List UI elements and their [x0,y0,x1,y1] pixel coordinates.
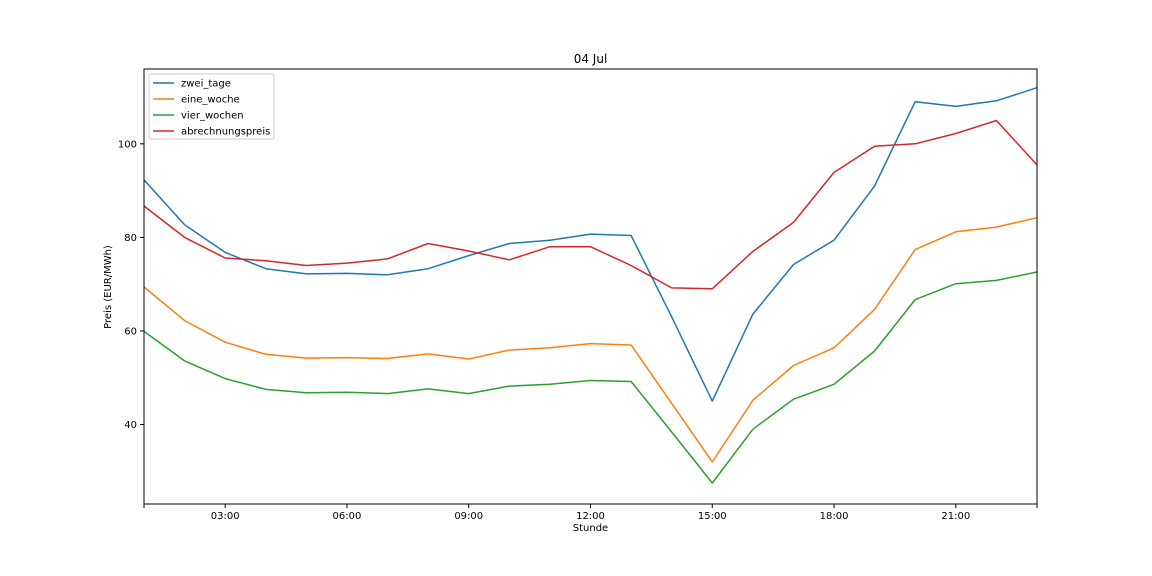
x-tick-label: 03:00 [211,511,240,522]
x-tick-label: 21:00 [941,511,970,522]
y-tick-label: 60 [124,326,137,337]
x-tick-label: 12:00 [576,511,605,522]
legend-label-zwei_tage: zwei_tage [181,79,231,90]
x-tick-label: 15:00 [698,511,727,522]
y-axis-label: Preis (EUR/MWh) [103,245,114,329]
x-tick-label: 09:00 [454,511,483,522]
y-tick-label: 40 [124,420,137,431]
legend-label-abrechnungspreis: abrechnungspreis [181,127,270,138]
y-axis: 40 60 80 100 [118,139,144,431]
y-tick-label: 80 [124,233,137,244]
legend-box [148,73,275,140]
x-tick-label: 18:00 [820,511,849,522]
x-tick-label: 06:00 [333,511,362,522]
legend-label-eine_woche: eine_woche [181,95,240,106]
x-axis-label: Stunde [573,523,608,534]
series-line-zwei_tage [143,86,1038,402]
series-line-eine_woche [143,216,1038,463]
chart-title: 04 Jul [574,52,608,66]
series-line-abrechnungspreis [143,119,1038,290]
plot-frame [143,68,1038,505]
series-line-vier_wochen [143,271,1038,484]
y-tick-label: 100 [118,139,137,150]
legend-label-vier_wochen: vier_wochen [181,111,244,122]
legend: zwei_tage eine_woche vier_wochen abrechnung… [148,73,275,140]
plot-area [143,86,1038,484]
x-axis: 03:00 06:00 09:00 12:00 15:00 18:00 21:00 [143,504,1038,522]
